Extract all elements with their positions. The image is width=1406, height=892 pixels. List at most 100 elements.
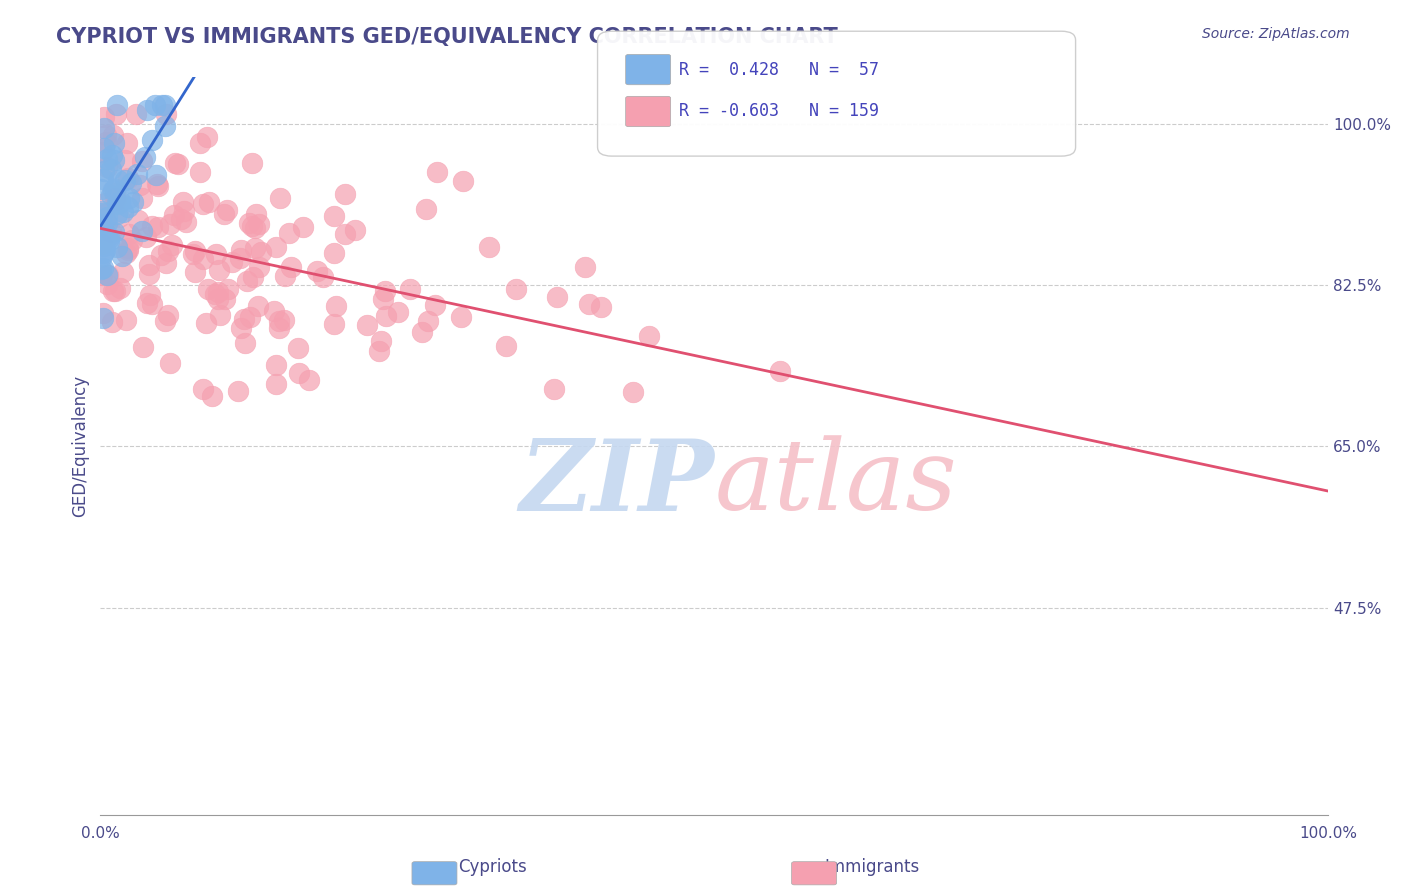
Point (229, 251, 252, 265)
Point (131, 224, 153, 238)
Point (578, 296, 600, 310)
Point (131, 191, 153, 205)
Point (117, 200, 139, 214)
Point (91, 249, 114, 263)
Point (96, 211, 118, 225)
Point (274, 268, 297, 283)
Point (169, 212, 191, 227)
Text: atlas: atlas (714, 435, 957, 531)
Point (155, 256, 177, 270)
Point (110, 281, 132, 295)
Point (96, 268, 118, 283)
Point (141, 296, 163, 310)
Point (153, 98, 176, 112)
Point (198, 195, 221, 210)
Point (115, 136, 138, 150)
Point (105, 240, 128, 254)
Point (621, 385, 644, 400)
Point (375, 309, 398, 323)
Point (93, 311, 115, 326)
Point (495, 339, 517, 353)
Point (145, 168, 167, 182)
Point (114, 172, 136, 186)
Point (231, 321, 253, 335)
Point (105, 195, 128, 210)
Point (209, 308, 232, 322)
Point (165, 155, 187, 169)
Point (160, 238, 183, 252)
Point (93, 141, 115, 155)
Point (163, 209, 186, 223)
Point (245, 207, 267, 221)
Point (197, 282, 219, 296)
Point (264, 240, 287, 254)
Point (100, 225, 122, 239)
Point (90, 182, 112, 196)
Point (543, 382, 565, 396)
Point (207, 293, 229, 307)
Point (129, 178, 152, 193)
Point (204, 247, 226, 261)
Point (278, 226, 301, 240)
Point (769, 364, 792, 378)
Point (107, 197, 129, 211)
Point (638, 328, 661, 343)
Point (90, 227, 112, 241)
Point (103, 136, 125, 151)
Point (115, 246, 138, 260)
Text: R =  0.428   N =  57: R = 0.428 N = 57 (679, 61, 879, 78)
Point (233, 336, 256, 351)
Point (159, 356, 181, 370)
Point (368, 343, 391, 358)
Point (184, 244, 207, 259)
Point (333, 227, 356, 241)
Point (356, 318, 378, 332)
Point (333, 186, 356, 201)
Point (98, 234, 121, 248)
Point (591, 300, 613, 314)
Point (239, 310, 262, 324)
Point (184, 264, 207, 278)
Point (90, 206, 112, 220)
Point (243, 221, 266, 235)
Point (418, 314, 440, 328)
Point (104, 191, 127, 205)
Point (118, 227, 141, 242)
Point (101, 183, 124, 197)
Point (371, 292, 394, 306)
Point (287, 341, 309, 355)
Point (93, 226, 115, 240)
Point (143, 98, 166, 112)
Point (94, 214, 117, 228)
Point (127, 167, 149, 181)
Point (298, 373, 321, 387)
Point (114, 153, 136, 167)
Point (103, 128, 125, 142)
Point (172, 194, 194, 209)
Point (305, 264, 328, 278)
Point (139, 288, 162, 302)
Point (117, 170, 139, 185)
Point (135, 295, 157, 310)
Point (153, 119, 176, 133)
Point (90, 237, 112, 252)
Point (266, 358, 288, 372)
Point (243, 241, 266, 255)
Point (478, 240, 501, 254)
Point (100, 188, 122, 202)
Point (104, 107, 127, 121)
Point (91, 145, 114, 160)
Point (96, 161, 118, 175)
Point (398, 282, 420, 296)
Point (236, 274, 259, 288)
Point (91, 172, 114, 186)
Point (135, 230, 157, 244)
Point (103, 153, 125, 167)
Point (104, 181, 127, 195)
Point (146, 178, 169, 193)
Point (173, 204, 195, 219)
Point (426, 165, 449, 179)
Point (415, 202, 437, 216)
Point (93, 207, 115, 221)
Point (240, 219, 263, 233)
